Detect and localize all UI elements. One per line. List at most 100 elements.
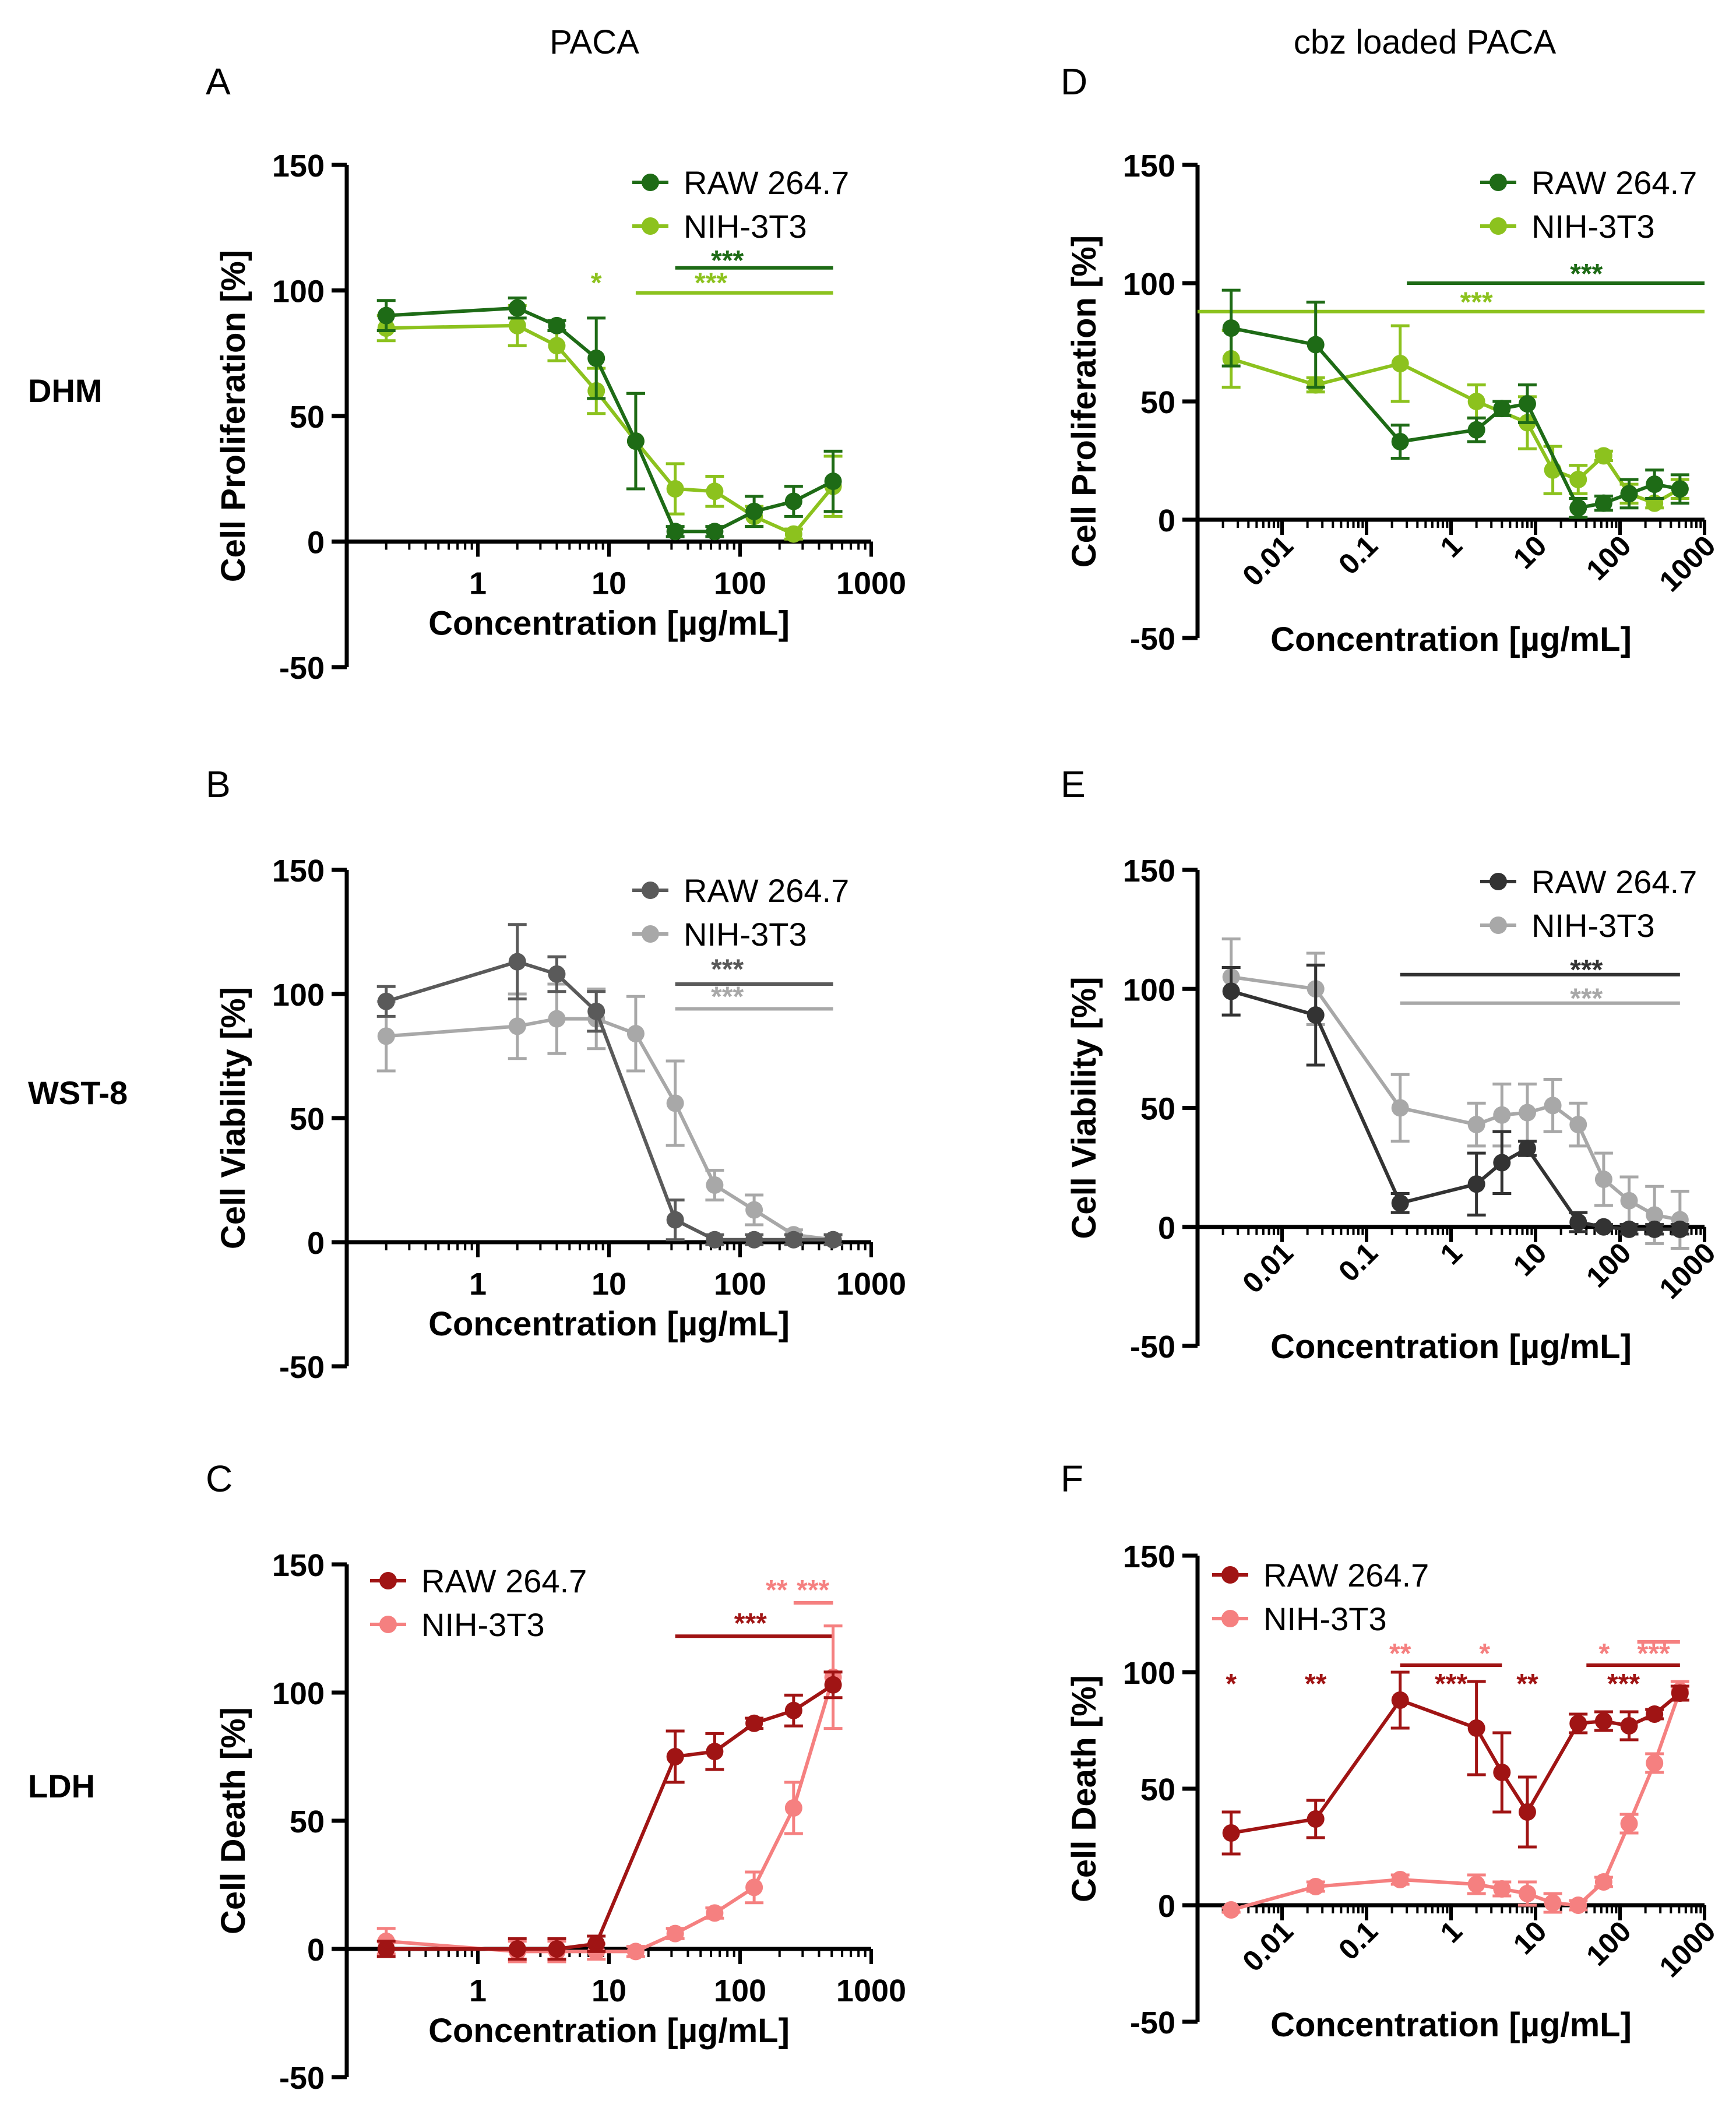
data-point <box>666 1211 684 1229</box>
data-point <box>508 299 526 317</box>
y-tick-label: 50 <box>290 400 325 435</box>
y-axis-title: Cell Death [%] <box>214 1707 252 1934</box>
data-point <box>548 337 566 355</box>
panel-letter: D <box>1061 61 1087 103</box>
x-tick-label: 10 <box>1507 1236 1553 1282</box>
x-axis-title: Concentration [µg/mL] <box>1270 621 1632 658</box>
data-point <box>784 1701 802 1719</box>
legend-marker <box>379 1572 397 1589</box>
data-point <box>1518 1803 1536 1821</box>
significance-marker: *** <box>1638 1638 1670 1669</box>
data-point <box>1307 1878 1325 1895</box>
legend-label: NIH-3T3 <box>421 1606 545 1643</box>
x-tick-label: 10 <box>1507 1915 1553 1961</box>
legend-marker <box>642 174 659 191</box>
x-tick-label: 100 <box>1580 1236 1638 1294</box>
x-tick-label: 1000 <box>836 566 906 601</box>
series-line <box>385 960 833 1242</box>
row-label-ldh: LDH <box>28 1768 95 1804</box>
data-point <box>666 1748 684 1765</box>
data-point <box>1493 1764 1511 1781</box>
x-tick-label: 10 <box>591 1267 626 1302</box>
x-tick-label: 10 <box>591 566 626 601</box>
data-point <box>1646 475 1664 493</box>
data-point <box>377 306 395 325</box>
data-point <box>745 1878 763 1896</box>
y-tick-label: 0 <box>1158 503 1175 538</box>
series-nih-3t3 <box>376 982 843 1249</box>
data-point <box>1594 1873 1612 1891</box>
data-point <box>548 1940 566 1958</box>
significance-marker: ** <box>1389 1638 1411 1669</box>
x-tick-label: 1 <box>469 1973 487 2008</box>
legend-label: NIH-3T3 <box>684 208 807 245</box>
significance-marker: ** <box>766 1575 788 1606</box>
data-point <box>1307 1006 1325 1024</box>
data-point <box>1594 447 1612 465</box>
series-raw-264-7 <box>1221 1670 1689 1856</box>
data-point <box>1544 1894 1562 1912</box>
y-tick-label: 100 <box>1123 972 1175 1007</box>
significance-marker: * <box>1479 1638 1490 1669</box>
data-point <box>706 523 724 541</box>
data-point <box>745 502 763 520</box>
data-point <box>1671 1220 1689 1238</box>
panel-letter: F <box>1061 1458 1083 1500</box>
panel-b: B -50 0 50 100 150 1 10 100 1000 Concentration [µg… <box>206 763 906 1385</box>
data-point <box>548 965 566 983</box>
y-tick-label: -50 <box>1130 622 1175 657</box>
data-point <box>508 316 526 334</box>
x-axis-title: Concentration [µg/mL] <box>428 2012 790 2050</box>
data-point <box>1391 1099 1409 1117</box>
data-point <box>1594 1712 1612 1730</box>
data-point <box>824 1676 842 1694</box>
data-point <box>1467 1116 1485 1134</box>
significance-marker: *** <box>1570 955 1603 986</box>
data-point <box>784 1799 802 1817</box>
data-point <box>1620 1717 1638 1735</box>
y-axis-title: Cell Proliferation [%] <box>1065 235 1103 567</box>
legend-label: NIH-3T3 <box>1263 1601 1387 1637</box>
significance-marker: *** <box>1435 1669 1467 1700</box>
series-line <box>386 1017 833 1242</box>
data-point <box>1467 1175 1485 1193</box>
y-tick-label: -50 <box>1130 1330 1175 1365</box>
y-tick-label: 150 <box>272 149 325 184</box>
column-title-paca: PACA <box>550 23 639 61</box>
data-point <box>1569 1715 1587 1732</box>
x-axis-title: Concentration [µg/mL] <box>1270 2006 1632 2044</box>
series-raw-264-7 <box>376 1670 843 1961</box>
y-tick-label: 50 <box>1140 1092 1175 1127</box>
y-tick-label: 100 <box>1123 267 1175 302</box>
data-point <box>1620 1220 1638 1238</box>
legend-marker <box>1489 174 1507 191</box>
data-point <box>1646 1220 1664 1238</box>
legend-label: RAW 264.7 <box>421 1563 587 1599</box>
data-point <box>1518 1885 1536 1902</box>
data-point <box>1391 433 1409 451</box>
series-line <box>1231 326 1681 510</box>
series-line <box>1231 1691 1681 1835</box>
data-point <box>706 1176 724 1194</box>
x-tick-label: 0.01 <box>1236 1915 1299 1977</box>
data-point <box>1671 1684 1689 1702</box>
legend-label: NIH-3T3 <box>1531 907 1655 944</box>
data-point <box>626 432 645 450</box>
y-tick-label: 0 <box>307 526 325 560</box>
x-tick-label: 1000 <box>1653 1915 1722 1983</box>
data-point <box>666 523 684 541</box>
panel-a: A -50 0 50 100 150 1 10 100 1000 Concentration [µg… <box>206 61 906 686</box>
x-tick-label: 0.01 <box>1236 1236 1299 1299</box>
data-point <box>377 1027 395 1045</box>
data-point <box>706 1904 724 1922</box>
y-tick-label: 50 <box>1140 385 1175 420</box>
data-point <box>1646 1705 1664 1723</box>
legend-label: NIH-3T3 <box>684 916 807 953</box>
significance-marker: *** <box>695 268 727 299</box>
panel-letter: C <box>206 1458 233 1500</box>
significance-marker: * <box>1599 1638 1610 1669</box>
data-point <box>1569 499 1587 517</box>
y-tick-label: 150 <box>1123 854 1175 889</box>
